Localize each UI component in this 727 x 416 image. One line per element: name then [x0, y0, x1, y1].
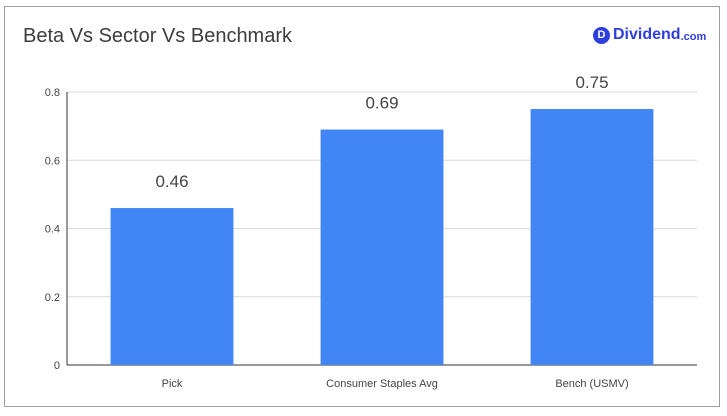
bar	[110, 208, 234, 365]
y-tick-label: 0.6	[45, 155, 60, 167]
x-category-label: Bench (USMV)	[555, 378, 628, 390]
bar	[320, 129, 444, 365]
y-tick-label: 0.4	[45, 224, 60, 236]
chart-title: Beta Vs Sector Vs Benchmark	[23, 25, 293, 47]
data-label: 0.46	[155, 172, 188, 191]
y-tick-label: 0	[54, 360, 60, 372]
dividend-logo: D Dividend .com	[593, 26, 706, 44]
data-label: 0.69	[365, 94, 398, 113]
logo-tld: .com	[680, 30, 707, 43]
data-label: 0.75	[575, 73, 608, 92]
x-category-label: Pick	[162, 378, 183, 390]
y-tick-label: 0.2	[45, 292, 60, 304]
bar	[530, 109, 654, 365]
logo-wordmark: Dividend	[613, 26, 681, 43]
y-tick-label: 0.8	[45, 87, 60, 99]
x-category-label: Consumer Staples Avg	[326, 378, 438, 390]
dividend-logo-badge-icon: D	[593, 26, 610, 44]
